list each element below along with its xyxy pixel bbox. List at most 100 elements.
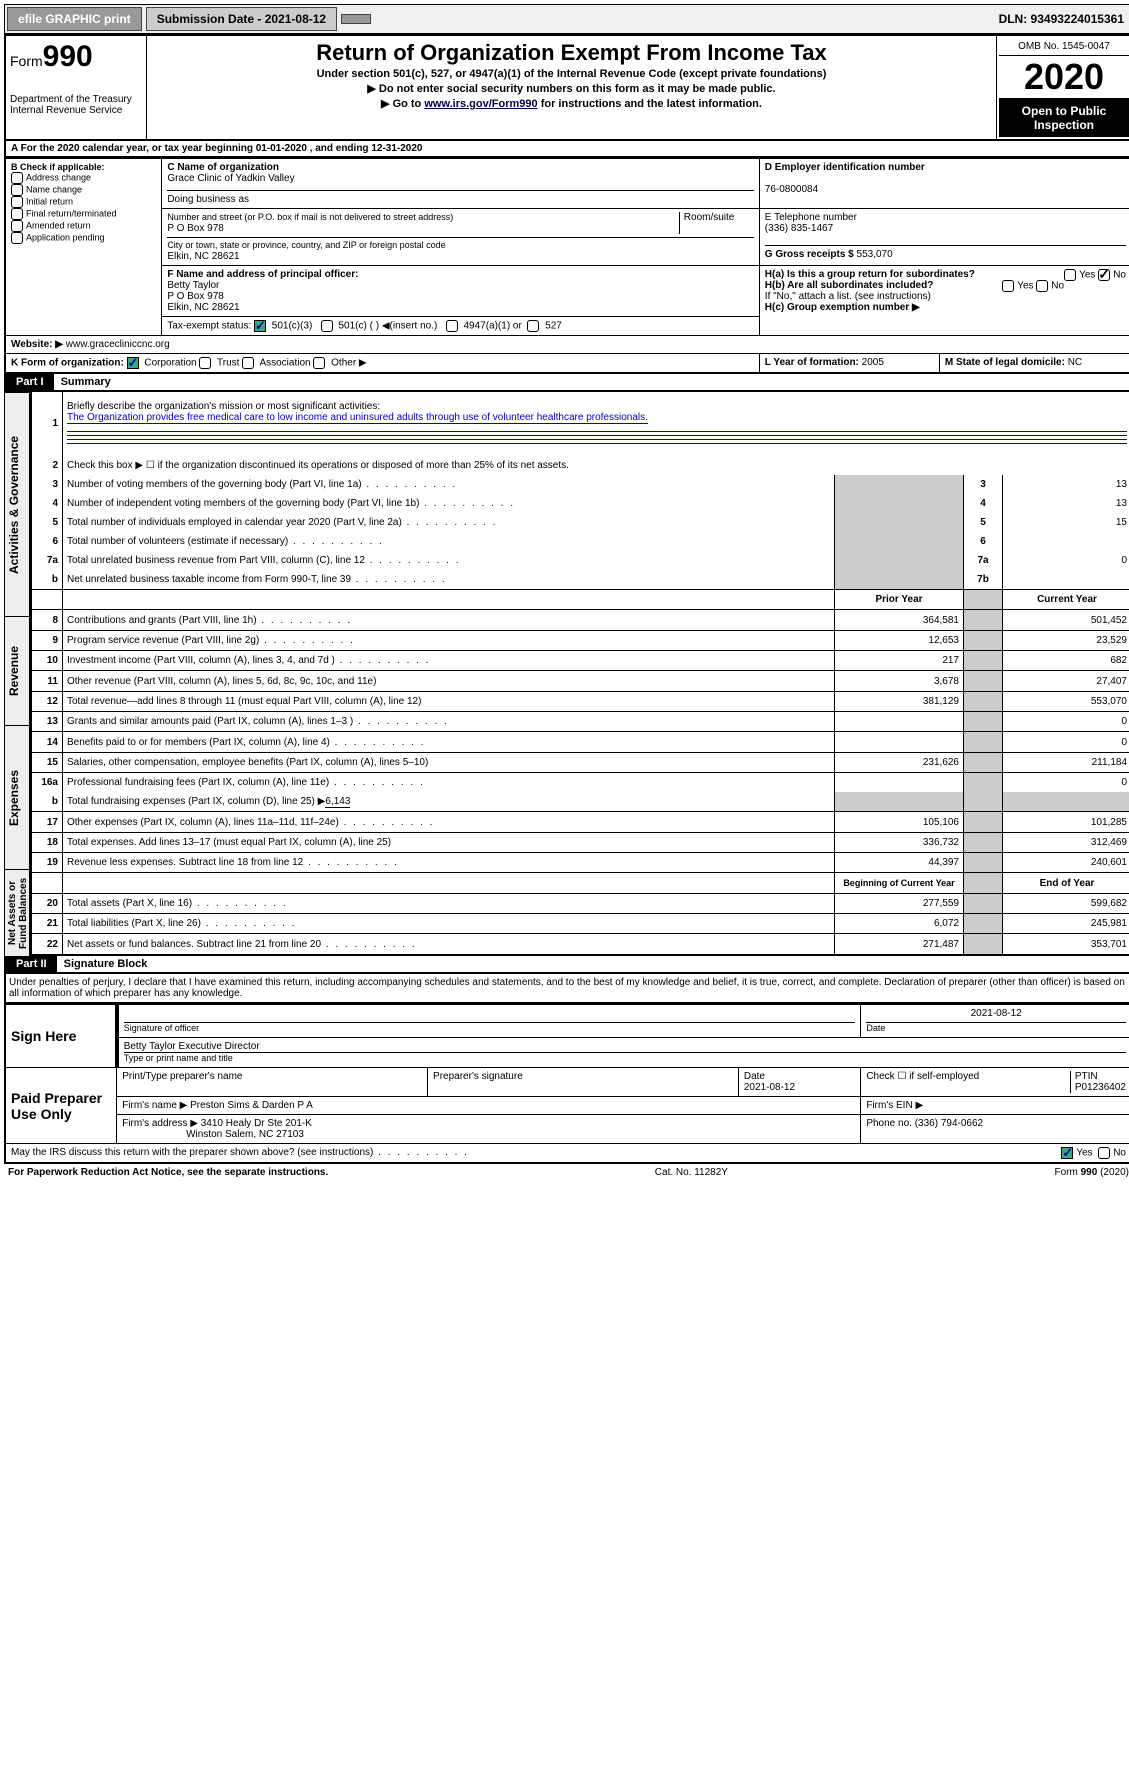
box-d: D Employer identification number 76-0800… (759, 159, 1129, 209)
cb-address-change[interactable] (11, 172, 23, 184)
l7a-numlabel: 7a (964, 551, 1003, 570)
cb-initial-return[interactable] (11, 196, 23, 208)
website-value: www.gracecliniccnc.org (66, 339, 170, 350)
p11: 3,678 (835, 671, 964, 691)
footer-mid: Cat. No. 11282Y (655, 1167, 728, 1178)
self-emp-label: Check ☐ if self-employed (866, 1071, 1071, 1093)
c10: 682 (1003, 651, 1129, 671)
part2-tab: Part II (6, 956, 57, 972)
l7a-val: 0 (1003, 551, 1129, 570)
officer-name-cell: Betty Taylor Executive Director Type or … (117, 1038, 1129, 1068)
opt-527: 527 (545, 321, 562, 332)
declaration: Under penalties of perjury, I declare th… (4, 974, 1129, 1004)
l7a-gray (835, 551, 964, 570)
j-label: Website: ▶ (11, 339, 66, 350)
top-toolbar: efile GRAPHIC print Submission Date - 20… (4, 4, 1129, 34)
l16b-val: 6,143 (325, 796, 350, 808)
page-footer: For Paperwork Reduction Act Notice, see … (4, 1164, 1129, 1181)
form-990-label: Form990 (10, 40, 142, 74)
lineno-16b: b (31, 792, 63, 812)
lineno-10: 10 (31, 651, 63, 671)
cb-501c3[interactable] (254, 320, 266, 332)
hb-no-cb[interactable] (1036, 280, 1048, 292)
form-subtitle: Under section 501(c), 527, or 4947(a)(1)… (151, 68, 992, 80)
box-k: K Form of organization: Corporation Trus… (5, 354, 759, 374)
firm-name: Preston Sims & Darden P A (190, 1100, 313, 1111)
l5-numlabel: 5 (964, 513, 1003, 532)
discuss-no-cb[interactable] (1098, 1147, 1110, 1159)
header-left: Form990 Department of the Treasury Inter… (6, 36, 147, 139)
p14 (835, 732, 964, 752)
l22-text: Net assets or fund balances. Subtract li… (63, 934, 835, 955)
current-year-header: Current Year (1003, 590, 1129, 610)
l3-text: Number of voting members of the governin… (63, 475, 835, 494)
c16b (1003, 792, 1129, 812)
sig-date: 2021-08-12 (866, 1008, 1126, 1023)
vlabel-netassets: Net Assets or Fund Balances (4, 869, 30, 956)
ptin-value: P01236402 (1075, 1082, 1126, 1093)
c8: 501,452 (1003, 610, 1129, 630)
efile-print-button[interactable]: efile GRAPHIC print (7, 7, 142, 31)
lineno-5: 5 (31, 513, 63, 532)
cb-assoc[interactable] (242, 357, 254, 369)
city-label: City or town, state or province, country… (167, 240, 445, 250)
phone-label: E Telephone number (765, 212, 857, 223)
ha-yes-cb[interactable] (1064, 269, 1076, 281)
cb-other[interactable] (313, 357, 325, 369)
lineno-11: 11 (31, 671, 63, 691)
lineno-21: 21 (31, 914, 63, 934)
opt-corp: Corporation (144, 358, 196, 369)
phone-value: (336) 835-1467 (765, 223, 833, 234)
g10 (964, 651, 1003, 671)
c13: 0 (1003, 712, 1129, 732)
hb-yes-cb[interactable] (1002, 280, 1014, 292)
cb-trust[interactable] (199, 357, 211, 369)
l7a-text: Total unrelated business revenue from Pa… (63, 551, 835, 570)
cb-501c[interactable] (321, 320, 333, 332)
gross-value: 553,070 (857, 249, 893, 260)
entity-info-table: B Check if applicable: Address change Na… (4, 158, 1129, 374)
cb-name-change[interactable] (11, 184, 23, 196)
header-mid: Return of Organization Exempt From Incom… (147, 36, 996, 139)
l13-text: Grants and similar amounts paid (Part IX… (63, 712, 835, 732)
ha-label: H(a) Is this a group return for subordin… (765, 269, 975, 280)
c17: 101,285 (1003, 812, 1129, 832)
l11-text: Other revenue (Part VIII, column (A), li… (63, 671, 835, 691)
opt-assoc: Association (259, 358, 310, 369)
cb-final-return[interactable] (11, 208, 23, 220)
ha-no-cb[interactable] (1098, 269, 1110, 281)
p9: 12,653 (835, 630, 964, 650)
prep-name-cell: Print/Type preparer's name (117, 1068, 428, 1097)
irs-link[interactable]: www.irs.gov/Form990 (424, 98, 537, 110)
end-year-header: End of Year (1003, 873, 1129, 893)
box-l: L Year of formation: 2005 (759, 354, 939, 374)
tax-exempt-row: Tax-exempt status: 501(c)(3) 501(c) ( ) … (162, 317, 759, 336)
cb-527[interactable] (527, 320, 539, 332)
rev-blank (63, 590, 835, 610)
submission-date-button[interactable]: Submission Date - 2021-08-12 (146, 7, 337, 31)
p12: 381,129 (835, 691, 964, 711)
ha-no: No (1113, 270, 1126, 281)
p17: 105,106 (835, 812, 964, 832)
org-name-label: C Name of organization (167, 162, 279, 173)
omb-number: OMB No. 1545-0047 (999, 38, 1129, 56)
l12-text: Total revenue—add lines 8 through 11 (mu… (63, 691, 835, 711)
p16a (835, 773, 964, 793)
form-header: Form990 Department of the Treasury Inter… (4, 34, 1129, 141)
cb-4947[interactable] (446, 320, 458, 332)
p22: 271,487 (835, 934, 964, 955)
discuss-yes-cb[interactable] (1061, 1147, 1073, 1159)
cb-corp[interactable] (127, 357, 139, 369)
opt-501c3: 501(c)(3) (272, 321, 313, 332)
c20: 599,682 (1003, 893, 1129, 913)
hb-label: H(b) Are all subordinates included? (765, 280, 934, 291)
cb-amended[interactable] (11, 220, 23, 232)
cb-pending[interactable] (11, 232, 23, 244)
lineno-19: 19 (31, 853, 63, 873)
g16a (964, 773, 1003, 793)
c12: 553,070 (1003, 691, 1129, 711)
lineno-4: 4 (31, 494, 63, 513)
ein-value: 76-0800084 (765, 184, 818, 195)
form-title: Return of Organization Exempt From Incom… (151, 40, 992, 66)
lineno-6: 6 (31, 532, 63, 551)
